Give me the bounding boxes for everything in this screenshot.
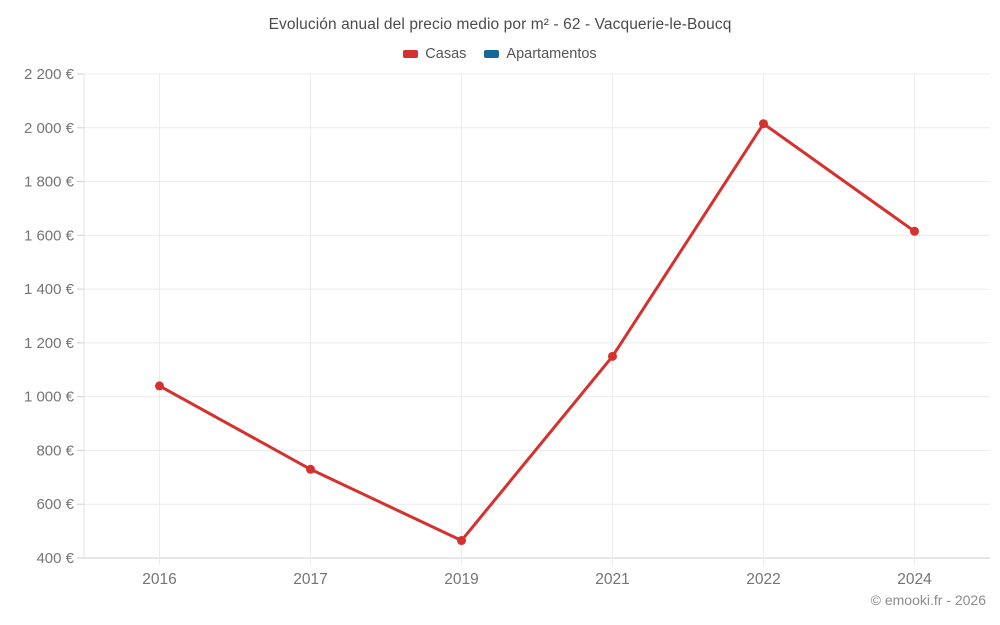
line-series-casas — [158, 122, 916, 543]
y-axis-tick-label: 2 000 € — [24, 120, 75, 137]
data-point-casas-2021[interactable] — [608, 351, 617, 361]
legend-item-apartamentos[interactable]: Apartamentos — [484, 46, 597, 62]
chart-footer: © emooki.fr - 2026 — [870, 592, 986, 608]
data-point-casas-2016[interactable] — [155, 381, 164, 391]
y-axis-tick-label: 400 € — [36, 550, 74, 567]
y-axis-tick-label: 2 200 € — [24, 66, 75, 83]
y-axis-tick-label: 600 € — [36, 496, 74, 513]
chart-title: Evolución anual del precio medio por m² … — [268, 16, 732, 33]
legend-label-apartamentos: Apartamentos — [506, 46, 597, 62]
x-axis-tick-label: 2024 — [897, 571, 932, 588]
x-axis-tick-label: 2022 — [746, 571, 780, 588]
chart-legend: Casas Apartamentos — [0, 46, 1000, 62]
legend-label-casas: Casas — [425, 46, 467, 62]
legend-item-casas[interactable]: Casas — [403, 46, 466, 62]
legend-swatch-casas — [403, 50, 419, 58]
data-point-casas-2019[interactable] — [457, 536, 466, 546]
y-axis-tick-label: 1 600 € — [24, 227, 75, 244]
y-axis-tick-label: 1 800 € — [24, 174, 75, 191]
x-axis-tick-label: 2019 — [444, 571, 478, 588]
y-axis-tick-label: 1 000 € — [24, 389, 75, 406]
x-axis-tick-label: 2016 — [142, 571, 176, 588]
y-axis-tick-label: 1 400 € — [24, 281, 75, 298]
y-axis-tick-label: 1 200 € — [24, 335, 75, 352]
x-axis-tick-label: 2017 — [293, 571, 327, 588]
x-axis-tick-label: 2021 — [595, 571, 629, 588]
data-point-casas-2022[interactable] — [759, 119, 768, 129]
y-axis-tick-label: 800 € — [36, 442, 74, 459]
data-point-casas-2017[interactable] — [306, 464, 315, 474]
data-point-casas-2024[interactable] — [910, 226, 919, 236]
legend-swatch-apartamentos — [484, 50, 500, 58]
